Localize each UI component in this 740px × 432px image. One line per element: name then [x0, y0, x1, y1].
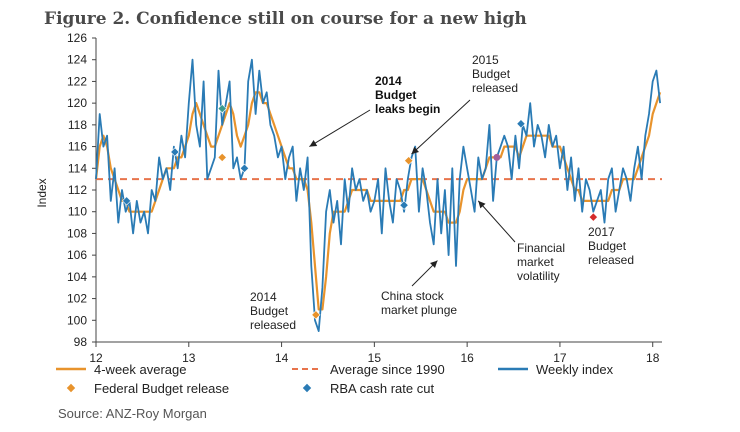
annotation-b2014-line: 2014 — [250, 290, 277, 304]
x-tick-label: 17 — [553, 351, 567, 365]
budget-release-marker — [588, 212, 598, 222]
annotation-b2014-line: Budget — [250, 304, 289, 318]
budget-release-marker — [311, 310, 321, 320]
annotation-b2017-line: released — [588, 253, 634, 267]
rba-cut-marker — [217, 103, 227, 114]
y-tick-label: 108 — [67, 226, 87, 240]
annotation-b2015-line: 2015 — [472, 53, 499, 67]
annotation-b2014-line: released — [250, 318, 296, 332]
chart-title: Figure 2. Confidence still on course for… — [44, 9, 527, 29]
annotation-arrow — [411, 99, 471, 155]
y-tick-label: 114 — [68, 161, 87, 175]
x-tick-label: 15 — [368, 351, 382, 365]
annotation-b2015-line: released — [472, 81, 518, 95]
y-tick-label: 118 — [68, 118, 87, 132]
annotation-leaks-line: 2014 — [375, 74, 402, 88]
rba-cut-marker — [399, 200, 409, 210]
y-tick-label: 104 — [67, 270, 87, 284]
legend-label: Weekly index — [536, 362, 614, 377]
annotation-finvol-line: volatility — [517, 269, 560, 283]
legend-label: Federal Budget release — [94, 381, 229, 396]
x-tick-label: 12 — [89, 351, 103, 365]
y-tick-label: 100 — [67, 313, 87, 327]
annotation-arrow — [309, 109, 371, 147]
marker-layer — [121, 103, 598, 320]
legend-swatch — [302, 383, 312, 393]
x-tick-label: 16 — [460, 351, 474, 365]
y-tick-label: 122 — [67, 74, 87, 88]
annotation-arrowhead — [411, 146, 419, 155]
series-layer — [94, 58, 662, 333]
y-axis-ticks: 98 100 102 104 106 108 110 112 114 116 118 120 122 12… — [67, 31, 96, 349]
rba-cut-marker — [170, 147, 180, 157]
x-tick-label: 14 — [275, 351, 289, 365]
source-note: Source: ANZ-Roy Morgan — [58, 406, 207, 421]
highlighted-point — [493, 153, 501, 161]
legend: 4-week average Average since 1990 Weekly i… — [56, 362, 614, 396]
y-tick-label: 112 — [68, 183, 87, 197]
y-tick-label: 106 — [67, 248, 87, 262]
weekly-index-line — [95, 58, 661, 333]
annotation-finvol-line: Financial — [517, 241, 565, 255]
legend-label: Average since 1990 — [330, 362, 445, 377]
y-tick-label: 126 — [67, 31, 87, 45]
y-tick-label: 110 — [68, 205, 87, 219]
annotation-b2015-line: Budget — [472, 67, 511, 81]
rba-cut-marker — [121, 196, 132, 206]
annotation-b2017-line: Budget — [588, 239, 627, 253]
rba-cut-marker — [516, 119, 526, 129]
y-tick-label: 120 — [67, 96, 87, 110]
legend-label: RBA cash rate cut — [330, 381, 434, 396]
x-tick-label: 18 — [646, 351, 660, 365]
y-tick-label: 102 — [67, 292, 87, 306]
rba-cut-marker — [239, 163, 250, 173]
annotation-finvol-line: market — [517, 255, 554, 269]
four-week-average-line — [94, 91, 662, 311]
annotation-arrowhead — [309, 139, 318, 147]
x-axis-ticks: 12 13 14 15 16 17 18 — [89, 342, 660, 365]
annotation-arrowhead — [430, 260, 438, 268]
y-tick-label: 98 — [74, 335, 88, 349]
annotation-b2017-line: 2017 — [588, 225, 615, 239]
x-tick-label: 13 — [182, 351, 196, 365]
annotation-leaks-line: Budget — [375, 88, 416, 102]
annotation-arrowhead — [478, 200, 486, 209]
annotation-china-line: China stock — [381, 289, 445, 303]
budget-release-marker — [217, 152, 227, 163]
legend-swatch — [66, 383, 76, 393]
legend-label: 4-week average — [94, 362, 187, 377]
annotation-leaks-line: leaks begin — [375, 102, 440, 116]
y-tick-label: 124 — [67, 53, 87, 67]
annotation-arrow — [477, 200, 516, 243]
budget-release-marker — [404, 156, 414, 166]
y-tick-label: 116 — [68, 140, 87, 154]
y-axis-label: Index — [35, 178, 49, 207]
annotation-china-line: market plunge — [381, 303, 457, 317]
